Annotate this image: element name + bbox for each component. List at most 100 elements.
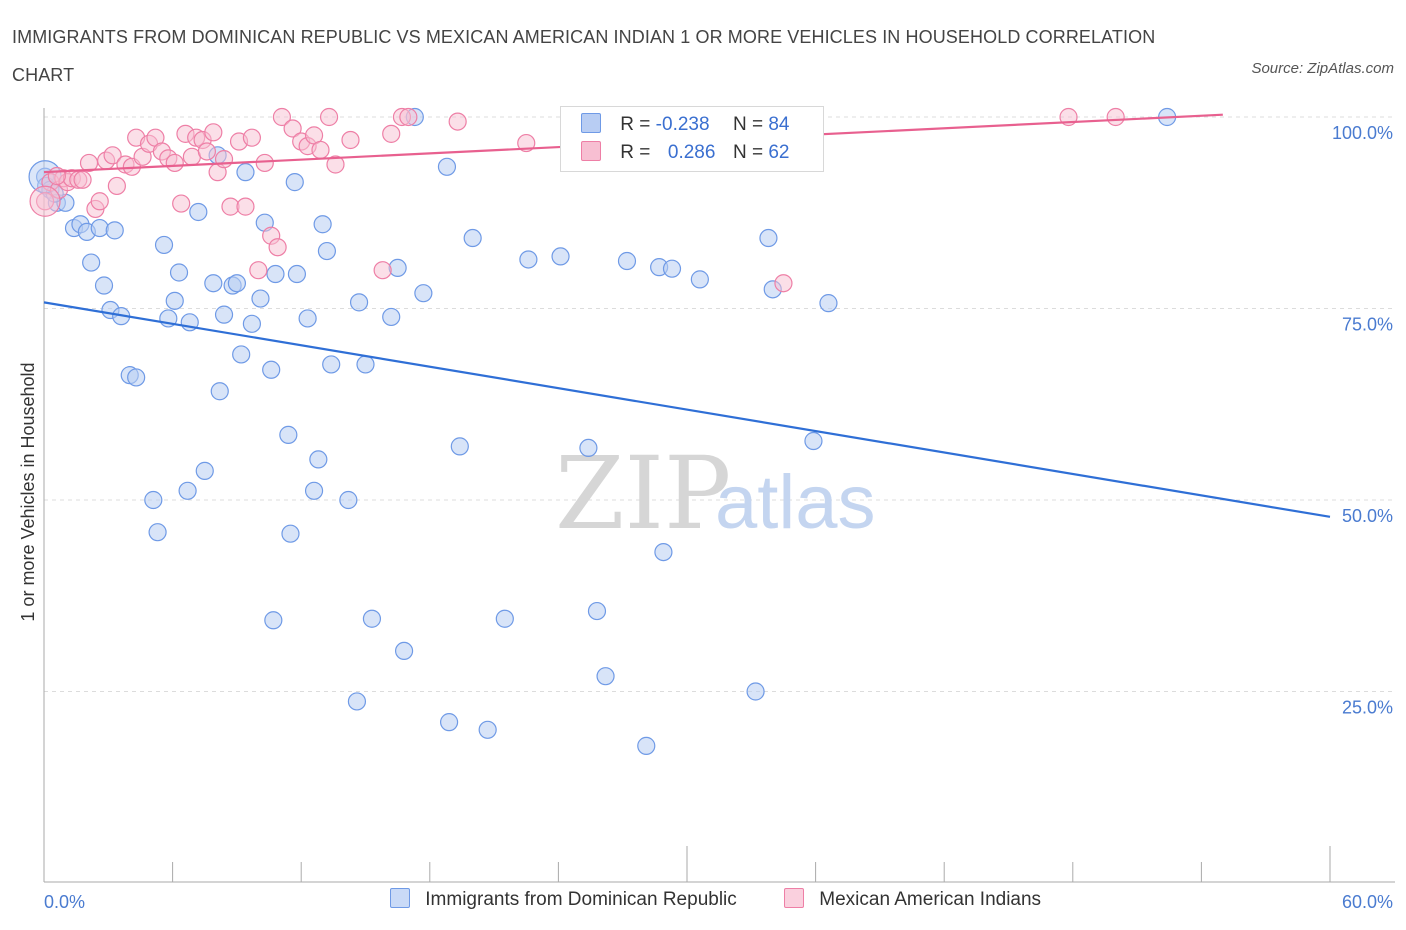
r-value: -0.238	[655, 114, 710, 135]
chart-title: IMMIGRANTS FROM DOMINICAN REPUBLIC VS ME…	[12, 27, 1156, 85]
blue-point	[105, 221, 124, 240]
blue-point	[178, 481, 197, 500]
blue-point	[637, 736, 656, 755]
legend-item-dominican[interactable]: Immigrants from Dominican Republic	[390, 888, 737, 911]
blue-point	[394, 641, 414, 661]
blue-point	[356, 355, 375, 374]
blue-point	[617, 251, 637, 271]
pink-point	[319, 107, 339, 127]
pink-point	[204, 123, 223, 142]
stats-row-pink: R = 0.286 N = 62	[581, 141, 789, 165]
blue-point	[189, 202, 208, 222]
y-tick-labels: 25.0% 50.0% 75.0% 100.0%	[1332, 123, 1393, 718]
blue-point	[169, 263, 189, 282]
stats-legend: R = -0.238 N = 84 R = 0.286 N = 62	[560, 106, 824, 172]
n-value: 84	[768, 114, 790, 135]
blue-point	[804, 431, 823, 451]
pink-point	[47, 166, 66, 186]
pink-point	[103, 146, 122, 165]
blue-point	[165, 291, 184, 310]
blue-point	[210, 382, 229, 401]
pink-point	[107, 176, 126, 196]
pink-point	[341, 130, 360, 150]
blue-point	[439, 713, 459, 732]
n-label: N =	[732, 114, 764, 135]
blue-swatch	[581, 113, 601, 133]
blue-point	[266, 264, 285, 284]
blue-point	[195, 461, 214, 480]
n-label: N =	[732, 142, 764, 163]
blue-point	[287, 264, 307, 284]
y-axis-label: 1 or more Vehicles in Household	[18, 362, 38, 621]
n-value: 62	[768, 142, 790, 163]
blue-point	[414, 284, 433, 303]
stats-row-blue: R = -0.238 N = 84	[581, 113, 789, 137]
blue-point	[127, 368, 146, 387]
blue-point	[236, 163, 255, 182]
watermark: ZIP atlas	[555, 435, 876, 552]
blue-point	[94, 276, 114, 295]
blue-point	[214, 305, 234, 324]
blue-point	[450, 437, 469, 456]
blue-point	[587, 601, 607, 621]
x-tick-label-max: 60.0%	[1342, 892, 1393, 912]
blue-point	[251, 289, 270, 308]
y-tick-label: 50.0%	[1342, 506, 1393, 526]
r-label: R =	[620, 114, 651, 135]
pink-point	[197, 142, 216, 161]
blue-point	[227, 274, 246, 293]
pink-point-large	[29, 185, 61, 217]
pink-point	[249, 261, 268, 280]
pink-point	[382, 124, 401, 143]
blue-point	[819, 294, 838, 313]
pink-point	[255, 153, 274, 173]
blue-point	[519, 250, 538, 269]
pink-point	[242, 128, 262, 147]
blue-point	[262, 360, 281, 379]
blue-point	[285, 173, 304, 192]
x-tick-label-min: 0.0%	[44, 892, 85, 912]
blue-swatch	[390, 888, 410, 908]
blue-point	[551, 247, 570, 266]
pink-point	[236, 197, 255, 216]
y-tick-label: 25.0%	[1342, 698, 1393, 718]
series-blue-points	[28, 107, 1177, 755]
legend-item-mexican-american-indians[interactable]: Mexican American Indians	[784, 888, 1041, 911]
blue-point	[148, 523, 167, 542]
blue-point	[746, 682, 765, 701]
blue-point	[349, 293, 369, 312]
pink-point	[214, 150, 234, 169]
blue-point	[232, 345, 251, 364]
blue-point	[654, 542, 673, 562]
pink-point	[283, 119, 302, 138]
blue-point	[281, 524, 300, 543]
y-tick-label: 75.0%	[1342, 315, 1393, 335]
pink-point	[448, 112, 467, 131]
blue-point	[339, 490, 358, 510]
blue-point	[204, 274, 223, 293]
blue-point	[304, 481, 324, 500]
blue-point	[154, 235, 174, 255]
pink-point	[73, 170, 92, 189]
pink-point	[272, 107, 292, 127]
blue-point	[362, 609, 382, 628]
pink-point	[517, 133, 536, 153]
pink-point	[399, 107, 418, 127]
blue-point	[313, 215, 332, 234]
pink-point	[326, 155, 345, 174]
blue-point	[382, 307, 401, 327]
blue-point	[347, 692, 367, 711]
blue-point	[495, 609, 514, 628]
blue-point	[596, 667, 615, 686]
blue-point	[90, 218, 109, 238]
blue-point	[322, 355, 341, 374]
pink-point	[165, 153, 184, 173]
y-tick-label: 100.0%	[1332, 123, 1393, 143]
blue-point	[279, 425, 298, 444]
blue-point	[690, 270, 709, 289]
pink-point	[311, 140, 330, 160]
blue-point	[662, 259, 682, 278]
blue-point	[388, 258, 407, 278]
pink-point	[774, 274, 793, 293]
blue-point	[242, 314, 262, 333]
